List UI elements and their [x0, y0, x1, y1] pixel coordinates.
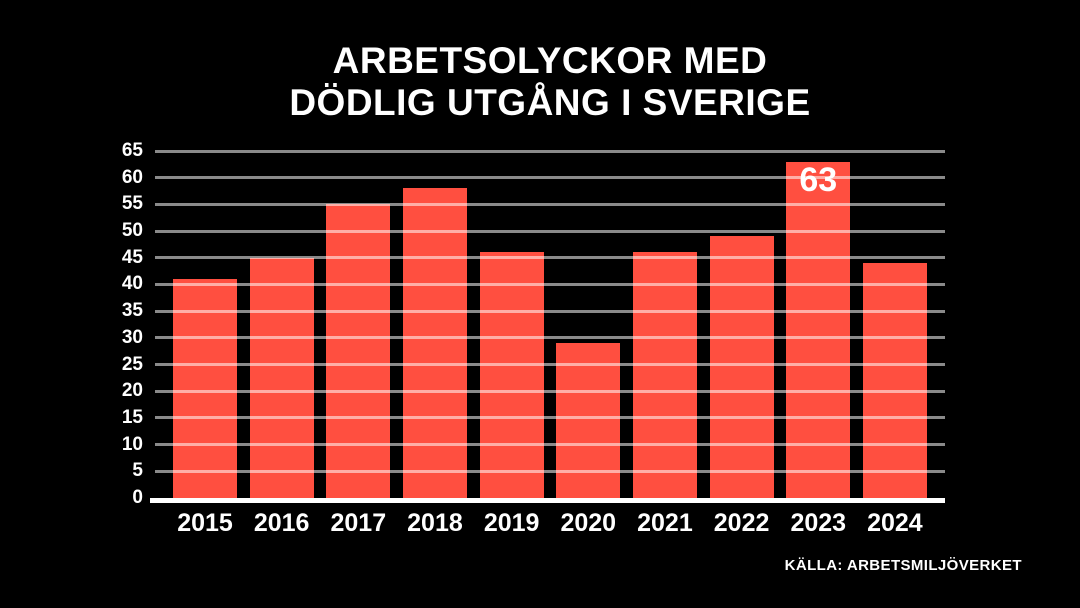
- gridline-20: [155, 389, 945, 393]
- bar-series: 63: [155, 151, 945, 498]
- x-tick-label-2016: 2016: [253, 509, 310, 537]
- bar-2020: [556, 343, 621, 498]
- y-tick-label-30: 30: [121, 326, 143, 348]
- bar-2015: [173, 279, 237, 498]
- y-tick-label-65: 65: [121, 140, 143, 161]
- bar-2017: [326, 204, 391, 498]
- x-tick-label-2020: 2020: [560, 509, 617, 537]
- gridline-25: [155, 363, 945, 367]
- source-credit: KÄLLA: ARBETSMILJÖVERKET: [784, 557, 1022, 574]
- gridline-10: [155, 443, 945, 447]
- bar-2019: [479, 252, 544, 498]
- gridline-30: [155, 336, 945, 340]
- gridline-60: [155, 176, 945, 180]
- x-axis-line: [150, 498, 945, 503]
- y-tick-label-10: 10: [121, 433, 143, 455]
- y-tick-label-55: 55: [121, 193, 143, 215]
- gridline-65: [155, 149, 945, 153]
- bar-2024: [862, 263, 927, 498]
- bar-2018: [402, 188, 467, 498]
- x-axis-tick-labels: 2015 2016 2017 2018 2019 2020 2021 2022 2023 2024: [155, 509, 945, 537]
- gridline-35: [155, 309, 945, 313]
- gridline-55: [155, 202, 945, 206]
- y-tick-label-40: 40: [121, 273, 143, 295]
- plot-area: 63: [150, 149, 945, 503]
- y-tick-label-50: 50: [121, 220, 143, 242]
- y-axis-tick-labels: 0 5 10 15 20 25 30 35 40 45 50 55 60 65: [0, 140, 145, 508]
- x-tick-label-2023: 2023: [790, 509, 847, 537]
- bar-2023: 63: [786, 160, 851, 498]
- gridline-5: [155, 469, 945, 473]
- x-tick-label-2021: 2021: [637, 509, 693, 537]
- y-tick-label-15: 15: [121, 406, 143, 428]
- chart-title: ARBETSOLYCKOR MED DÖDLIG UTGÅNG I SVERIG…: [155, 40, 945, 124]
- x-tick-label-2017: 2017: [330, 509, 387, 537]
- gridline-15: [155, 416, 945, 420]
- gridline-45: [155, 256, 945, 260]
- y-tick-label-60: 60: [121, 166, 143, 188]
- y-tick-label-45: 45: [121, 246, 143, 268]
- gridline-40: [155, 282, 945, 286]
- chart-title-line1: ARBETSOLYCKOR MED: [332, 40, 768, 81]
- y-tick-label-25: 25: [121, 353, 143, 375]
- y-tick-label-35: 35: [121, 300, 143, 322]
- x-tick-label-2018: 2018: [407, 509, 463, 537]
- y-tick-label-0: 0: [132, 487, 143, 508]
- y-tick-label-20: 20: [121, 380, 143, 402]
- bar-2016: [249, 257, 314, 498]
- y-tick-label-5: 5: [132, 460, 143, 482]
- bar-value-label-2023: 63: [799, 160, 838, 199]
- x-tick-label-2024: 2024: [867, 509, 923, 537]
- x-tick-label-2022: 2022: [713, 509, 770, 537]
- bar-2021: [632, 252, 697, 498]
- x-tick-label-2019: 2019: [483, 509, 540, 537]
- chart-title-line2: DÖDLIG UTGÅNG I SVERIGE: [289, 82, 811, 123]
- bar-2022: [709, 236, 774, 498]
- gridline-50: [155, 229, 945, 233]
- x-tick-label-2015: 2015: [177, 509, 233, 537]
